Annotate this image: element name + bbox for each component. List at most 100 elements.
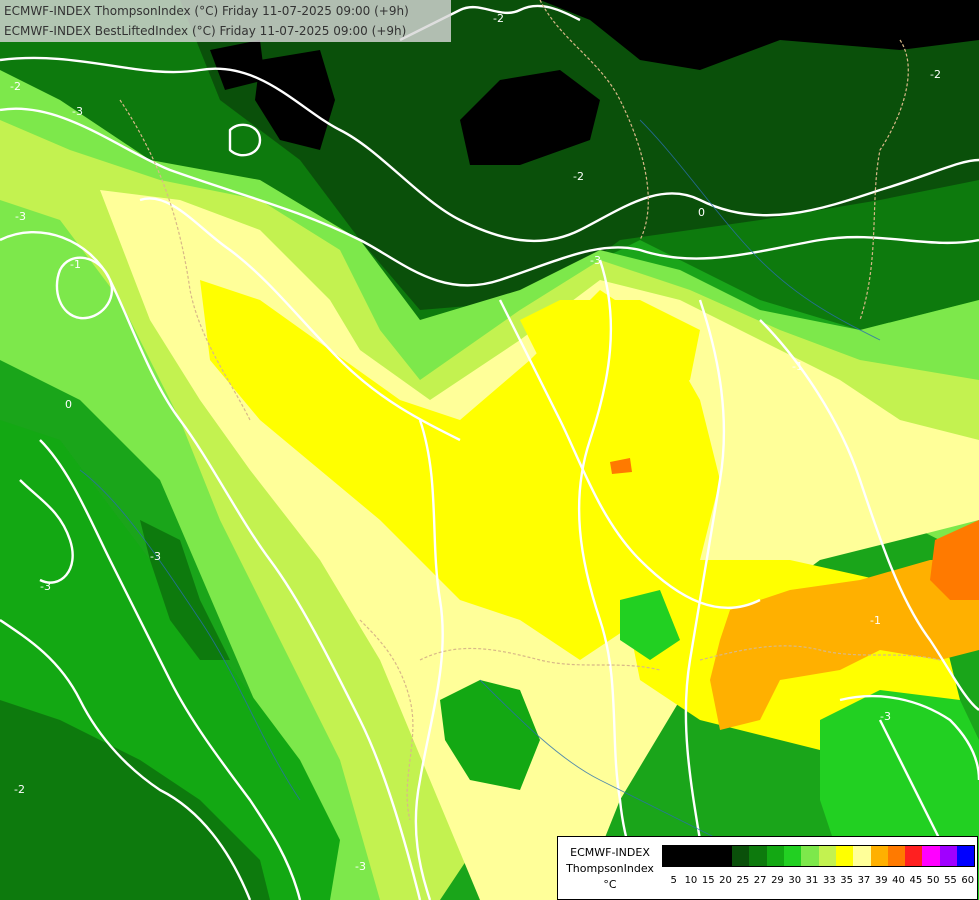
contour-label: -2: [14, 783, 25, 796]
contour-line: [498, 299, 761, 609]
contour-line: [839, 694, 979, 781]
legend-tick: 20: [719, 875, 732, 886]
legend-tick: 39: [874, 875, 888, 886]
border-line: [699, 645, 941, 661]
legend-swatch: [697, 846, 715, 866]
legend-tick: 55: [944, 875, 957, 886]
legend-swatch: [853, 846, 871, 866]
contour-line: [228, 123, 262, 157]
legend-tick: 10: [684, 875, 698, 886]
border-line: [419, 647, 661, 671]
black-region: [210, 40, 265, 90]
legend-swatch: [818, 846, 836, 866]
legend-tick: 33: [822, 875, 836, 886]
legend-tick: 27: [753, 875, 767, 886]
legend-swatch: [784, 846, 802, 866]
contour-label: -3: [40, 580, 51, 593]
contour-label: -2: [493, 12, 504, 25]
legend-swatch: [887, 846, 906, 866]
contour-label: -3: [72, 105, 83, 118]
border-line: [359, 619, 414, 821]
legend-tick: 40: [892, 875, 905, 886]
contour-label: -2: [930, 68, 941, 81]
legend-swatches: [662, 845, 976, 867]
legend-swatch: [870, 846, 888, 866]
darker-green-region: [180, 0, 979, 310]
contour-label: 0: [698, 206, 705, 219]
map-header: ECMWF-INDEX ThompsonIndex (°C) Friday 11…: [0, 0, 451, 42]
contour-line: [0, 107, 979, 287]
contour-label: -2: [573, 170, 584, 183]
contour-line: [0, 56, 979, 243]
header-line-thompson: ECMWF-INDEX ThompsonIndex (°C) Friday 11…: [4, 4, 409, 18]
header-line-bestlifted: ECMWF-INDEX BestLiftedIndex (°C) Friday …: [4, 24, 407, 38]
contour-label: -3: [355, 860, 366, 873]
border-line: [859, 39, 909, 321]
legend-swatch: [957, 846, 975, 866]
legend-unit: °C: [603, 878, 617, 891]
legend-swatch: [680, 846, 698, 866]
color-legend: ECMWF-INDEX ThompsonIndex °C 5 10 15 20 25 27…: [557, 836, 978, 900]
legend-tick: 29: [771, 875, 784, 886]
legend-tick: 5: [670, 875, 677, 886]
contour-label: -3: [150, 550, 161, 563]
green-region: [440, 680, 540, 790]
legend-tick: 31: [805, 875, 819, 886]
contour-label: -3: [15, 210, 26, 223]
river-line: [79, 469, 301, 801]
dark-green-region: [140, 520, 230, 660]
legend-swatch: [939, 846, 958, 866]
contour-line: [577, 259, 652, 900]
contour-line: [684, 299, 726, 841]
contour-line: [39, 439, 302, 900]
contour-labels: -2 -3 -1 0 -3 -2 -3 -3 -1 -2 -3 -3 0 -1 …: [10, 12, 941, 873]
contour-label: -3: [880, 710, 891, 723]
dark-green-region: [0, 700, 270, 900]
border-line: [539, 0, 649, 241]
legend-swatch: [714, 846, 733, 866]
border-line: [119, 99, 251, 421]
orange-region: [610, 458, 632, 474]
legend-ticks: 5 10 15 20 25 27 29 30 31 33 35 37 39 40 45 50 55 60: [662, 875, 974, 889]
green-region: [620, 590, 680, 660]
contour-line: [759, 319, 979, 711]
contour-label: -1: [870, 614, 881, 627]
contour-line: [139, 197, 461, 442]
legend-title-model: ECMWF-INDEX: [570, 846, 650, 859]
legend-title-index: ThompsonIndex: [566, 862, 654, 875]
black-region: [460, 70, 600, 165]
legend-swatch: [766, 846, 785, 866]
contour-label: 0: [65, 398, 72, 411]
legend-tick: 25: [736, 875, 750, 886]
legend-swatch: [835, 846, 854, 866]
legend-tick: 50: [926, 875, 940, 886]
country-borders: [119, 0, 941, 821]
legend-swatch: [663, 846, 681, 866]
contour-line: [0, 619, 252, 900]
legend-swatch: [749, 846, 767, 866]
legend-tick: 15: [701, 875, 715, 886]
legend-tick: 60: [961, 875, 975, 886]
legend-tick: 30: [788, 875, 802, 886]
contour-line: [55, 256, 113, 320]
orange-region: [710, 560, 979, 730]
legend-swatch: [905, 846, 923, 866]
contour-label: -3: [590, 254, 601, 267]
contour-line: [414, 419, 444, 900]
dark-orange-region: [930, 520, 979, 600]
legend-tick: 37: [857, 875, 871, 886]
contour-label: -2: [10, 80, 21, 93]
contour-label: -1: [70, 258, 81, 271]
legend-swatch: [801, 846, 819, 866]
contour-label: -1: [792, 360, 803, 373]
river-line: [479, 679, 721, 841]
legend-swatch: [732, 846, 750, 866]
legend-tick: 45: [909, 875, 923, 886]
river-line: [639, 119, 881, 341]
legend-tick: 35: [840, 875, 853, 886]
legend-swatch: [922, 846, 940, 866]
contour-line: [19, 479, 74, 584]
black-region: [540, 0, 979, 70]
rivers: [79, 119, 881, 841]
